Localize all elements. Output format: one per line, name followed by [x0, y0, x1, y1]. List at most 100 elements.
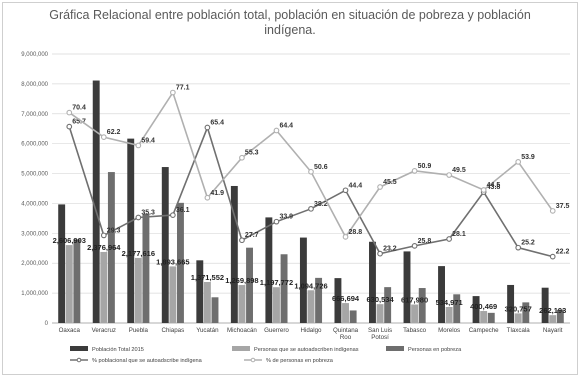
bar: [369, 241, 376, 323]
point-label: 22.2: [556, 249, 570, 256]
bar-data-label: 617,980: [401, 296, 428, 305]
x-tick-label: San Luis: [368, 327, 392, 334]
chart-title: Gráfica Relacional entre población total…: [49, 8, 531, 37]
bar: [334, 278, 342, 323]
bar: [418, 288, 426, 323]
bar-data-label: 2,376,964: [87, 243, 121, 252]
x-tick-label: Tabasco: [403, 327, 427, 334]
bar: [238, 285, 246, 323]
bar: [307, 290, 315, 323]
line-point: [308, 205, 314, 212]
bar: [349, 310, 357, 323]
legend-marker: [250, 357, 256, 363]
bar: [549, 315, 557, 323]
point-label: 29.3: [107, 227, 121, 234]
line-point: [66, 109, 73, 116]
line-point: [480, 187, 487, 193]
y-tick-label: 5,000,000: [21, 172, 48, 178]
x-tick-label: Veracruz: [92, 327, 116, 334]
bar: [73, 239, 81, 323]
bar-data-label: 2,606,903: [53, 236, 86, 245]
line-point: [135, 214, 142, 221]
bar: [196, 260, 204, 323]
bar: [403, 251, 411, 323]
point-label: 50.6: [314, 164, 328, 171]
line-point: [100, 134, 107, 140]
point-label: 64.4: [279, 123, 293, 130]
bar: [445, 307, 453, 323]
point-label: 23.2: [383, 246, 397, 253]
point-label: 36.1: [176, 207, 190, 214]
bar-data-label: 1,197,772: [260, 278, 293, 287]
line-point: [515, 244, 522, 251]
line-point: [170, 89, 176, 96]
y-tick-label: 0: [45, 321, 49, 327]
bar: [342, 303, 349, 323]
point-label: 44.4: [349, 182, 363, 189]
x-tick-label: Morelos: [438, 327, 460, 334]
line-point: [377, 184, 383, 190]
point-label: 44.5: [487, 182, 501, 189]
legend-label: % poblacional que se autoadscribe indíge…: [92, 358, 203, 364]
line-point: [273, 127, 280, 134]
legend-swatch: [70, 346, 88, 351]
y-tick-label: 1,000,000: [21, 291, 48, 297]
bar-data-label: 2,177,616: [122, 249, 155, 258]
line-point: [446, 236, 452, 242]
line-point: [411, 168, 418, 174]
point-label: 65.4: [210, 120, 224, 127]
bar: [299, 237, 307, 323]
line-point: [204, 194, 211, 201]
x-tick-label: Campeche: [469, 327, 499, 334]
series-line: [68, 125, 553, 258]
point-label: 70.4: [72, 105, 86, 112]
point-label: 28.8: [349, 229, 363, 236]
bar: [246, 247, 253, 323]
point-label: 77.1: [176, 85, 190, 92]
legend-marker: [76, 357, 82, 363]
point-label: 37.5: [556, 203, 570, 210]
bar: [230, 185, 238, 323]
point-label: 49.5: [452, 167, 466, 174]
bar-data-label: 1,893,665: [156, 257, 189, 266]
bar: [453, 294, 461, 323]
line-point: [549, 208, 556, 214]
bar-data-label: 630,534: [367, 295, 395, 304]
bar: [107, 172, 115, 323]
bar: [134, 257, 142, 323]
point-label: 25.2: [521, 240, 535, 247]
point-label: 41.9: [210, 190, 224, 197]
legend-swatch: [386, 346, 404, 351]
bar: [65, 245, 73, 323]
point-label: 55.3: [245, 150, 259, 157]
legend-label: Personas en pobreza: [408, 347, 462, 353]
bar: [384, 287, 392, 323]
bar: [58, 204, 66, 323]
bar: [127, 138, 135, 323]
point-label: 43.8: [487, 184, 501, 191]
bar: [556, 309, 564, 323]
line-point: [549, 253, 556, 260]
y-tick-label: 9,000,000: [21, 52, 48, 58]
bar: [487, 312, 495, 323]
bar: [472, 296, 480, 323]
bar-data-label: 262,193: [539, 306, 566, 315]
line-point: [135, 142, 142, 149]
point-label: 53.9: [521, 154, 535, 161]
y-tick-label: 4,000,000: [21, 201, 48, 207]
legend-label: Personas que se autoadscriben indígenas: [254, 347, 359, 353]
bar: [142, 213, 150, 323]
line-point: [204, 124, 211, 131]
y-tick-label: 3,000,000: [21, 231, 48, 237]
y-tick-label: 7,000,000: [21, 112, 48, 118]
x-tick-label: Yucatán: [196, 327, 219, 334]
point-label: 65.7: [72, 119, 86, 126]
bar: [169, 266, 177, 323]
point-label: 62.2: [107, 129, 121, 136]
line-point: [170, 212, 176, 218]
line-point: [239, 154, 245, 161]
bar-data-label: 320,757: [505, 304, 532, 313]
point-label: 25.8: [418, 238, 432, 245]
point-label: 28.1: [452, 231, 466, 238]
bar: [541, 287, 549, 323]
